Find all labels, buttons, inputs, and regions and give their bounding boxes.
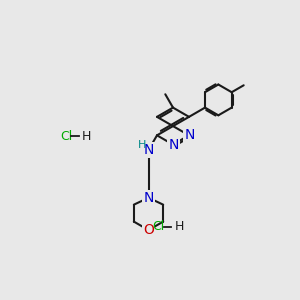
Text: N: N [169,138,179,152]
Text: H: H [82,130,92,142]
Text: N: N [184,128,195,142]
Text: N: N [143,143,154,157]
Text: H: H [137,140,146,150]
Text: Cl: Cl [152,220,164,233]
Text: N: N [143,191,154,205]
Text: O: O [143,223,154,237]
Text: Cl: Cl [60,130,72,142]
Text: H: H [175,220,184,233]
